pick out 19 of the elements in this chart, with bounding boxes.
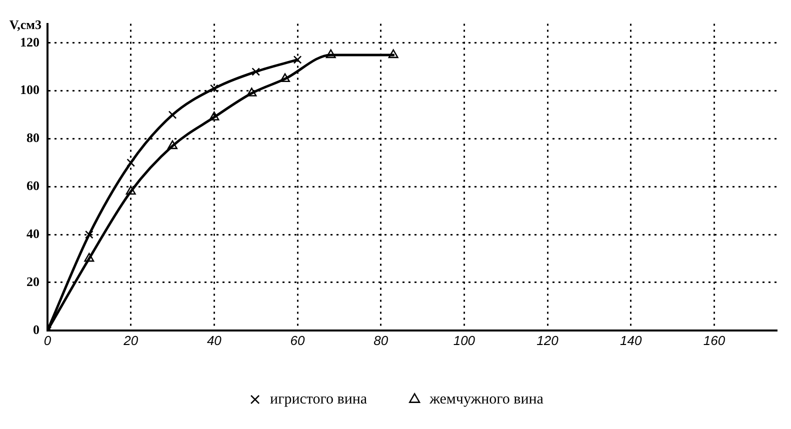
x-tick-label: 120 [536, 332, 560, 348]
x-tick-label: 100 [453, 332, 476, 348]
y-tick-label: 40 [26, 226, 40, 241]
y-tick-label: 20 [26, 274, 40, 289]
y-tick-label: 100 [20, 82, 40, 98]
y-axis-title: V,см3 [9, 17, 42, 32]
x-tick-label: 40 [206, 332, 222, 348]
x-tick-label: 60 [290, 332, 306, 348]
x-tick-label: 140 [620, 332, 642, 348]
x-tick-label: 160 [703, 332, 726, 348]
y-tick-label: 80 [26, 130, 40, 146]
legend-label: игристого вина [270, 391, 368, 408]
x-tick-label: 80 [374, 332, 389, 348]
x-tick-label: 20 [122, 332, 139, 348]
y-tick-label: 120 [20, 34, 40, 50]
x-tick-label: 0 [44, 332, 52, 348]
y-tick-label: 60 [26, 178, 40, 194]
legend-label: жемчужного вина [428, 391, 544, 408]
y-tick-label: 0 [33, 322, 40, 337]
